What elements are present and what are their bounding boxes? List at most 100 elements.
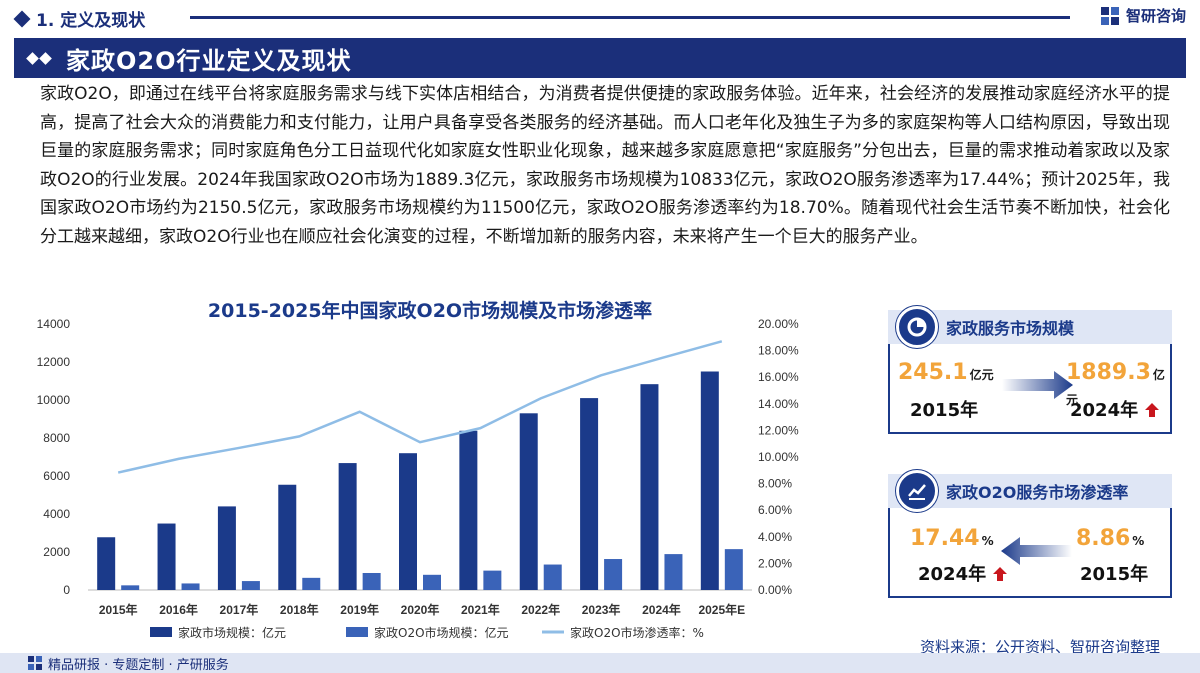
x-axis-tick: 2018年: [280, 602, 319, 617]
bar-o2o-size: [362, 572, 381, 590]
bar-market-size: [640, 384, 659, 590]
right-year: 2015年: [1080, 564, 1149, 585]
up-arrow-icon: [993, 567, 1008, 581]
right-arrow-icon: [1002, 371, 1073, 399]
to-year-group: 2024年: [1070, 396, 1160, 422]
brand-logo-icon: [1100, 6, 1119, 25]
bar-o2o-size: [724, 549, 743, 590]
x-axis-tick: 2017年: [220, 602, 259, 617]
from-year: 2015年: [910, 400, 979, 421]
right-axis-tick: 8.00%: [758, 477, 792, 491]
legend-label: 家政市场规模：亿元: [178, 625, 286, 640]
footer-tagline: 精品研报 · 专题定制 · 产研服务: [48, 657, 229, 673]
left-value-group: 17.44%: [910, 526, 994, 551]
to-year: 2024年: [1070, 400, 1139, 421]
card-title: 家政服务市场规模: [946, 319, 1075, 338]
right-unit: %: [1132, 534, 1145, 548]
left-year: 2024年: [918, 564, 987, 585]
x-axis-tick: 2019年: [340, 602, 379, 617]
bar-market-size: [278, 484, 297, 590]
left-value: 17.44: [910, 526, 980, 551]
page-title: 家政O2O行业定义及现状: [66, 46, 352, 75]
legend-swatch: [150, 627, 172, 637]
bar-o2o-size: [181, 583, 200, 590]
x-axis-tick: 2016年: [159, 602, 198, 617]
right-axis-tick: 4.00%: [758, 530, 792, 544]
section-label: 1. 定义及现状: [13, 6, 146, 31]
up-arrow-icon: [1145, 403, 1160, 417]
bar-o2o-size: [664, 554, 683, 590]
left-unit: %: [981, 534, 994, 548]
intro-paragraph: 家政O2O，即通过在线平台将家庭服务需求与线下实体店相结合，为消费者提供便捷的家…: [40, 84, 1170, 247]
bar-o2o-size: [483, 570, 502, 590]
x-axis-tick: 2024年: [642, 602, 681, 617]
bar-market-size: [700, 371, 719, 590]
x-axis-tick: 2023年: [582, 602, 621, 617]
x-axis-tick: 2021年: [461, 602, 500, 617]
right-value: 8.86: [1076, 526, 1131, 551]
penetration-line: [117, 340, 723, 474]
x-axis-tick: 2025年E: [698, 602, 745, 617]
title-diamonds-icon: [26, 51, 54, 65]
bar-market-size: [97, 537, 116, 590]
bar-market-size: [157, 523, 176, 590]
market-size-card: 家政服务市场规模 245.1 亿元 2015年 1889.3 亿元 2024年: [888, 306, 1172, 434]
card-header: 家政服务市场规模: [888, 306, 1172, 348]
bar-market-size: [519, 413, 538, 590]
left-axis-tick: 2000: [43, 545, 70, 559]
x-axis-tick: 2020年: [401, 602, 440, 617]
bar-o2o-size: [543, 564, 562, 590]
left-axis-tick: 14000: [37, 317, 71, 331]
bar-market-size: [338, 463, 357, 590]
legend-label: 家政O2O市场规模：亿元: [374, 625, 509, 640]
market-chart: 0 2000 4000 6000 8000 10000 12000 14000 0.00% 2.0…: [37, 317, 799, 640]
left-arrow-icon: [1001, 537, 1072, 565]
bar-o2o-size: [241, 581, 260, 590]
legend-label: 家政O2O市场渗透率：%: [570, 625, 704, 640]
footer-logo-icon: [28, 656, 42, 670]
pie-chart-icon: [896, 306, 938, 348]
chart-title: 2015-2025年中国家政O2O市场规模及市场渗透率: [207, 300, 653, 322]
footer-bar: 精品研报 · 专题定制 · 产研服务: [0, 653, 1200, 673]
left-axis-tick: 6000: [43, 469, 70, 483]
right-value-group: 8.86%: [1076, 526, 1144, 551]
line-chart-icon: [896, 470, 938, 512]
title-bar: 家政O2O行业定义及现状: [14, 38, 1186, 78]
card-header: 家政O2O服务市场渗透率: [888, 470, 1172, 512]
bar-market-size: [459, 430, 478, 590]
penetration-card: 家政O2O服务市场渗透率 17.44% 2024年 8.86% 2015年: [888, 470, 1172, 598]
bar-o2o-size: [121, 585, 140, 590]
to-unit: 亿元: [1066, 368, 1165, 407]
right-axis-tick: 10.00%: [758, 450, 799, 464]
left-axis-tick: 8000: [43, 431, 70, 445]
from-unit: 亿元: [969, 368, 994, 382]
section-title: 1. 定义及现状: [36, 11, 146, 31]
right-axis-tick: 20.00%: [758, 317, 799, 331]
to-value-group: 1889.3 亿元: [1066, 360, 1170, 410]
bar-o2o-size: [423, 574, 441, 590]
left-axis-tick: 10000: [37, 393, 71, 407]
left-year-group: 2024年: [918, 560, 1008, 586]
brand-name: 智研咨询: [1125, 7, 1186, 25]
card-title: 家政O2O服务市场渗透率: [946, 483, 1129, 502]
right-axis-tick: 2.00%: [758, 556, 792, 570]
right-axis-tick: 6.00%: [758, 503, 792, 517]
legend-swatch: [346, 627, 368, 637]
bar-market-size: [217, 506, 236, 590]
brand: 智研咨询: [1100, 5, 1186, 26]
right-axis-tick: 18.00%: [758, 344, 799, 358]
from-value: 245.1: [898, 360, 968, 385]
left-axis-tick: 12000: [37, 355, 71, 369]
top-bar: 1. 定义及现状 智研咨询: [0, 0, 1200, 34]
bar-market-size: [399, 453, 417, 590]
to-value: 1889.3: [1066, 360, 1151, 385]
from-value-group: 245.1 亿元: [898, 360, 994, 385]
left-axis-tick: 0: [63, 583, 70, 597]
bar-o2o-size: [302, 577, 321, 590]
source-note: 资料来源：公开资料、智研咨询整理: [919, 638, 1160, 656]
x-axis-tick: 2015年: [99, 602, 138, 617]
x-axis-tick: 2022年: [521, 602, 560, 617]
bar-market-size: [580, 398, 599, 590]
left-axis-tick: 4000: [43, 507, 70, 521]
right-axis-tick: 0.00%: [758, 583, 792, 597]
